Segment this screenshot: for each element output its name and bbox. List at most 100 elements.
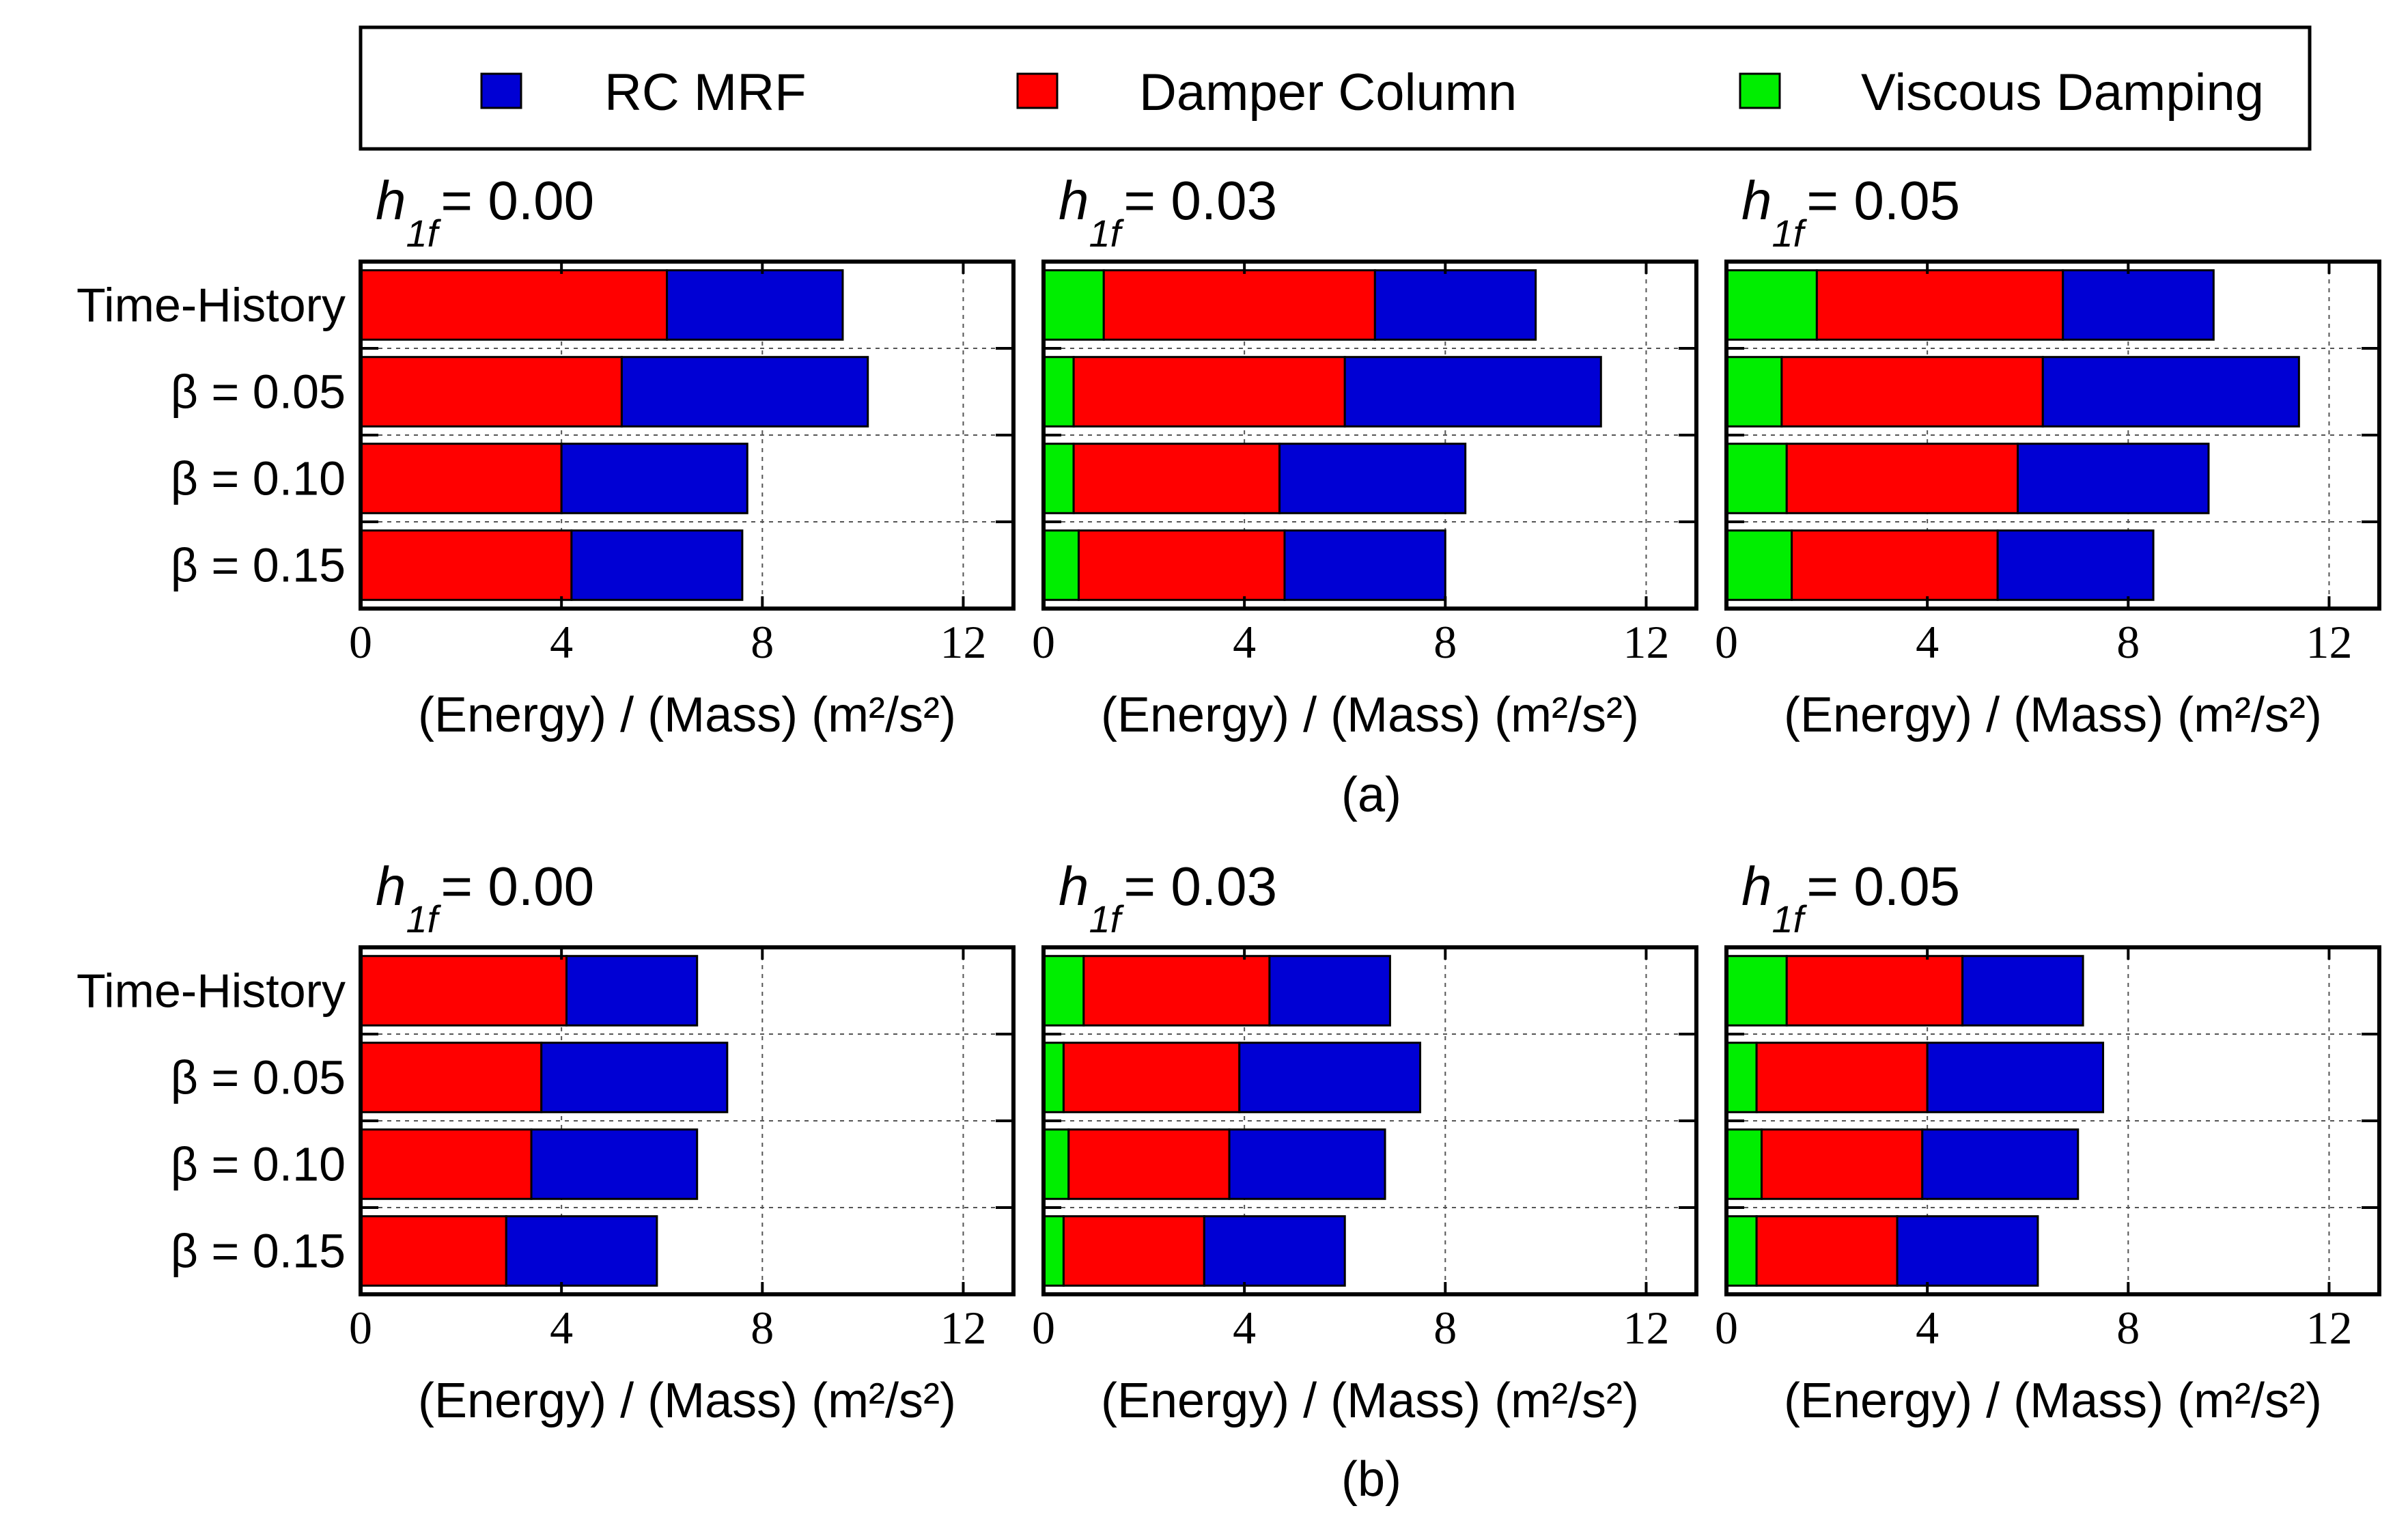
bar-rc-mrf-time-history [565,955,699,1027]
xtick-label-4: 4 [1916,1302,1939,1354]
bar-rc-mrf-0-05 [1926,1042,2105,1113]
bar-viscous-damping-0-05 [1042,1042,1065,1113]
panel-title-subscript: 1f [1772,212,1808,255]
panel-title-subscript: 1f [406,212,442,255]
bar-rc-mrf-0-05 [620,356,869,428]
bar-viscous-damping-0-05 [1725,356,1783,428]
xtick-label-0: 0 [1715,616,1738,668]
bar-damper-column-0-05 [1062,1042,1241,1113]
xtick-label-8: 8 [751,1302,774,1354]
panel-title-h: h [1741,170,1772,231]
bar-rc-mrf-time-history [666,269,844,341]
xtick-label-0: 0 [1715,1302,1738,1354]
bar-viscous-damping-time-history [1725,269,1818,341]
bar-rc-mrf-0-10 [2017,443,2210,514]
xtick-label-12: 12 [1623,1302,1669,1354]
panel-title-value: = 0.00 [425,170,594,231]
xtick-label-12: 12 [940,1302,986,1354]
bar-rc-mrf-0-05 [1343,356,1602,428]
bar-rc-mrf-0-10 [560,443,748,514]
xtick-label-12: 12 [2306,1302,2352,1354]
legend-box [359,25,2312,151]
panel-title-value: = 0.05 [1791,856,1960,917]
panel-title-subscript: 1f [1772,897,1808,941]
panel-title: h1f = 0.03 [1059,170,1277,255]
panel-title: h1f = 0.00 [376,856,594,941]
bar-damper-column-0-05 [359,1042,543,1113]
category-label-time-history: Time-History [76,279,346,332]
bar-viscous-damping-0-10 [1725,1128,1763,1200]
bar-damper-column-time-history [1102,269,1376,341]
bar-damper-column-0-15 [1062,1215,1205,1287]
xtick-label-0: 0 [1032,616,1055,668]
legend-label-viscous-damping: Viscous Damping [1861,64,2264,122]
bar-viscous-damping-time-history [1725,955,1788,1027]
bar-damper-column-0-05 [359,356,623,428]
legend-label-damper-column: Damper Column [1139,64,1517,122]
bar-viscous-damping-0-10 [1725,443,1788,514]
panel-title-value: = 0.05 [1791,170,1960,231]
xtick-label-4: 4 [1233,616,1256,668]
bar-viscous-damping-time-history [1042,955,1085,1027]
xtick-label-0: 0 [349,616,372,668]
bar-damper-column-0-15 [1077,529,1286,601]
bar-damper-column-0-15 [359,1215,507,1287]
panel-title-h: h [1059,170,1089,231]
bar-damper-column-time-history [1082,955,1271,1027]
bar-rc-mrf-0-10 [1921,1128,2080,1200]
xtick-label-8: 8 [1433,616,1457,668]
panel-title-subscript: 1f [1089,897,1125,941]
bar-rc-mrf-0-15 [1283,529,1446,601]
category-label-0-10: β = 0.10 [171,452,346,505]
bar-damper-column-0-10 [1067,1128,1231,1200]
panel-title-h: h [1741,856,1772,917]
panel-title-h: h [376,856,406,917]
bar-rc-mrf-0-05 [540,1042,729,1113]
xtick-label-8: 8 [2116,616,2140,668]
bar-rc-mrf-0-15 [1896,1215,2039,1287]
bar-rc-mrf-0-05 [2041,356,2300,428]
bar-viscous-damping-0-15 [1725,1215,1758,1287]
bar-damper-column-time-history [1815,269,2064,341]
panel-1-1: h1f = 0.03 0 4 8 12 (Energy) / (Mass) (m²/s²) [1032,856,1698,1428]
bar-damper-column-time-history [359,269,669,341]
xtick-label-4: 4 [550,1302,573,1354]
bar-viscous-damping-0-10 [1042,1128,1070,1200]
subfigure-label-a: (a) [1341,768,1401,822]
bar-damper-column-0-05 [1780,356,2044,428]
legend: RC MRF Damper Column Viscous Damping [359,25,2312,151]
bar-viscous-damping-0-15 [1725,529,1793,601]
bar-damper-column-0-05 [1755,1042,1929,1113]
charts: h1f = 0.000 4 8 12(Energy) / (Mass) (m²/s²)… [76,170,2381,1428]
xtick-label-8: 8 [751,616,774,668]
xtick-label-0: 0 [349,1302,372,1354]
x-axis-label: (Energy) / (Mass) (m²/s²) [418,688,956,742]
xtick-label-8: 8 [2116,1302,2140,1354]
bar-viscous-damping-0-05 [1042,356,1075,428]
x-axis-label: (Energy) / (Mass) (m²/s²) [1101,1374,1639,1428]
bar-damper-column-0-15 [359,529,573,601]
bar-damper-column-0-10 [359,443,563,514]
x-axis-label: (Energy) / (Mass) (m²/s²) [418,1374,956,1428]
legend-swatch-damper-column [1016,72,1059,109]
category-label-0-10: β = 0.10 [171,1138,346,1191]
panel-title-h: h [376,170,406,231]
bar-rc-mrf-time-history [2062,269,2215,341]
subfigure-label-b: (b) [1341,1452,1401,1507]
panel-1-0: h1f = 0.00 0 4 8 12 (Energy) / (Mass) (m²/s²)… [76,856,1016,1428]
bar-damper-column-0-15 [1755,1215,1899,1287]
bar-viscous-damping-0-15 [1042,1215,1065,1287]
panel-title: h1f = 0.05 [1741,170,1960,255]
panel-title-subscript: 1f [406,897,442,941]
x-axis-label: (Energy) / (Mass) (m²/s²) [1101,688,1639,742]
bar-viscous-damping-time-history [1042,269,1105,341]
bar-rc-mrf-0-10 [1228,1128,1386,1200]
bar-rc-mrf-0-10 [1278,443,1467,514]
bar-damper-column-0-10 [1785,443,2019,514]
x-axis-label: (Energy) / (Mass) (m²/s²) [1784,1374,2322,1428]
panel-title-value: = 0.03 [1108,170,1277,231]
category-label-time-history: Time-History [76,964,346,1018]
panel-0-0: h1f = 0.00 0 4 8 12 (Energy) / (Mass) (m²/s²)… [76,170,1016,742]
xtick-label-12: 12 [1623,616,1669,668]
bar-viscous-damping-0-10 [1042,443,1075,514]
